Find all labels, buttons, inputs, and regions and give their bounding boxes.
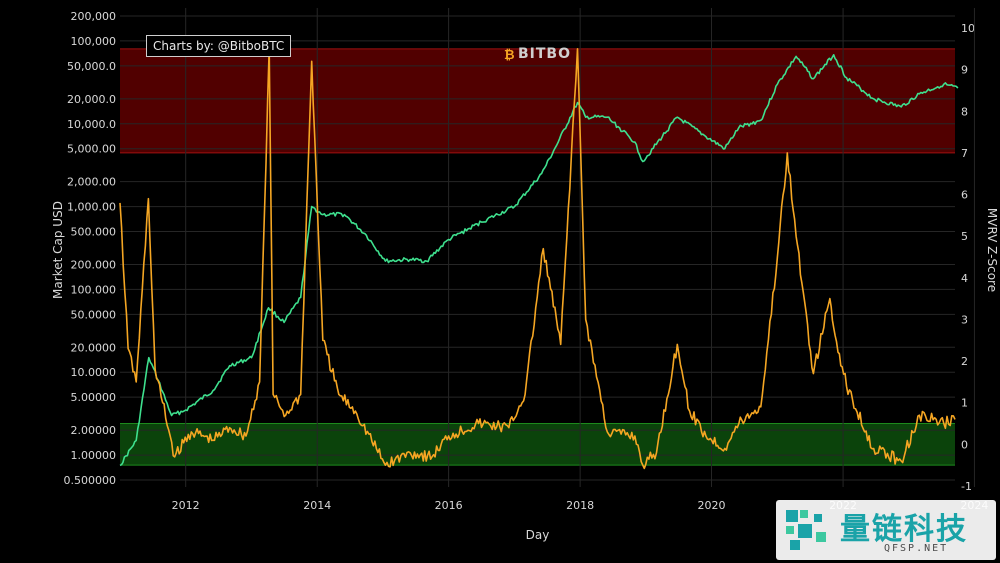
y-tick-label: 2,000.00: [67, 176, 116, 189]
y-tick-label: 0.500000: [64, 474, 117, 487]
x-tick-label: 2016: [435, 499, 463, 512]
mvrv-zscore-line: [119, 48, 956, 470]
x-tick-label: 2012: [172, 499, 200, 512]
x-tick-label: 2014: [303, 499, 331, 512]
y2-tick-label: -1: [961, 480, 972, 493]
y2-tick-label: 4: [961, 272, 968, 285]
y-tick-label: 200,000: [71, 10, 117, 23]
y-tick-label: 500.000: [71, 226, 117, 239]
y-tick-label: 1.00000: [71, 449, 117, 462]
chart-credit-label: Charts by: @BitboBTC: [146, 35, 292, 57]
y-tick-label: 1,000.00: [67, 201, 116, 214]
y-tick-label: 20,000.0: [67, 93, 116, 106]
y-tick-label: 20.0000: [71, 341, 117, 354]
y2-tick-label: 1: [961, 397, 968, 410]
watermark-url: QFSP.NET: [884, 543, 949, 554]
y-tick-label: 5,000.00: [67, 143, 116, 156]
y2-tick-label: 0: [961, 438, 968, 451]
y-tick-label: 100,000: [71, 35, 117, 48]
y2-tick-label: 2: [961, 355, 968, 368]
red-zone: [120, 48, 955, 153]
y2-tick-label: 5: [961, 230, 968, 243]
brand-label: BITBO: [518, 46, 572, 62]
y2-axis-title: MVRV Z-Score: [985, 208, 999, 292]
y-tick-label: 50,000.0: [67, 60, 116, 73]
y2-tick-label: 6: [961, 189, 968, 202]
y-tick-label: 10,000.0: [67, 118, 116, 131]
y2-tick-label: 9: [961, 64, 968, 77]
watermark-name: 量链科技: [840, 512, 968, 547]
x-tick-label: 2018: [566, 499, 594, 512]
watermark-logo-icon: [786, 510, 826, 550]
y2-tick-label: 10: [961, 22, 975, 35]
y2-tick-label: 8: [961, 105, 968, 118]
y-tick-label: 200.000: [71, 258, 117, 271]
y-tick-label: 10.0000: [71, 366, 117, 379]
x-axis-title: Day: [526, 528, 550, 542]
bitbo-brand-logo: ₿ BITBO: [503, 46, 571, 62]
svg-text:₿: ₿: [504, 48, 515, 61]
y-axis-title: Market Cap USD: [51, 201, 65, 299]
y-tick-label: 50.0000: [71, 308, 117, 321]
y2-tick-label: 7: [961, 147, 968, 160]
bitcoin-icon: ₿: [504, 48, 515, 61]
x-tick-label: 2020: [698, 499, 726, 512]
y2-tick-label: 3: [961, 313, 968, 326]
y-tick-label: 5.00000: [71, 391, 117, 404]
y-tick-label: 2.00000: [71, 424, 117, 437]
watermark: 量链科技 QFSP.NET: [776, 500, 996, 560]
y-tick-label: 100.000: [71, 283, 117, 296]
